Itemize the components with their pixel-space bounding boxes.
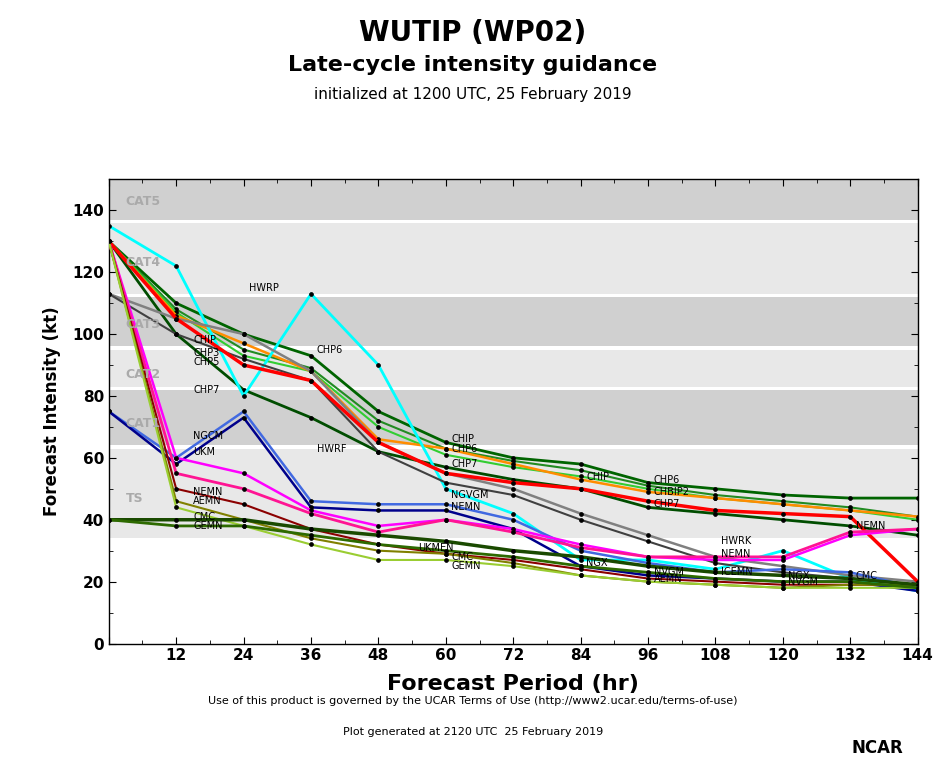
Text: CMC: CMC [451, 552, 473, 562]
Text: NGVGM: NGVGM [451, 490, 489, 500]
Text: CHP6: CHP6 [654, 474, 680, 484]
Text: initialized at 1200 UTC, 25 February 2019: initialized at 1200 UTC, 25 February 201… [314, 87, 632, 102]
Text: CHIP: CHIP [451, 434, 475, 445]
Text: AEMN: AEMN [654, 573, 682, 583]
Bar [109, 223, 918, 294]
Text: NEMN: NEMN [721, 549, 750, 558]
Text: HWRF: HWRF [317, 444, 346, 454]
Text: ICEMN: ICEMN [721, 567, 753, 577]
Text: NGX: NGX [587, 558, 607, 568]
Text: NEMN: NEMN [451, 502, 481, 512]
Text: TS: TS [126, 491, 143, 505]
X-axis label: Forecast Period (hr): Forecast Period (hr) [387, 675, 639, 694]
Text: AEMN: AEMN [193, 496, 221, 506]
Text: Plot generated at 2120 UTC  25 February 2019: Plot generated at 2120 UTC 25 February 2… [342, 727, 604, 737]
Text: CMC: CMC [193, 512, 215, 522]
Text: WUTIP (WP02): WUTIP (WP02) [359, 20, 587, 48]
Text: CHIP: CHIP [587, 472, 609, 481]
Bar [109, 349, 918, 387]
Text: Late-cycle intensity guidance: Late-cycle intensity guidance [289, 55, 657, 75]
Bar [109, 390, 918, 445]
Text: NGCM: NGCM [193, 431, 223, 441]
Y-axis label: Forecast Intensity (kt): Forecast Intensity (kt) [43, 307, 61, 516]
Text: HWRK: HWRK [721, 537, 751, 547]
Text: CHP6: CHP6 [317, 345, 342, 355]
Bar [109, 448, 918, 538]
Text: CAT3: CAT3 [126, 318, 161, 331]
Text: GEMN: GEMN [193, 521, 222, 531]
Text: CMC: CMC [856, 570, 878, 580]
Text: CAT4: CAT4 [126, 257, 161, 269]
Text: CHBIP2: CHBIP2 [654, 487, 690, 497]
Text: CHP7: CHP7 [451, 459, 478, 469]
Text: CAT5: CAT5 [126, 194, 161, 207]
Text: CHP6: CHP6 [451, 444, 478, 454]
Text: NCAR: NCAR [851, 739, 903, 757]
Text: CHP5: CHP5 [193, 357, 219, 367]
Text: NGX: NGX [788, 570, 810, 580]
Text: GEMN: GEMN [451, 562, 481, 571]
Text: CHP7: CHP7 [654, 499, 680, 509]
Text: CHIP: CHIP [193, 335, 216, 346]
Text: Use of this product is governed by the UCAR Terms of Use (http://www2.ucar.edu/t: Use of this product is governed by the U… [208, 696, 738, 706]
Text: CAT2: CAT2 [126, 368, 161, 381]
Bar [109, 179, 918, 220]
Text: NEMN: NEMN [856, 521, 885, 531]
Text: CHP7: CHP7 [193, 385, 219, 395]
Text: NVGM: NVGM [654, 567, 684, 577]
Text: CHP3: CHP3 [193, 348, 219, 358]
Bar [109, 297, 918, 346]
Text: CAT1: CAT1 [126, 417, 161, 431]
Text: HWRP: HWRP [249, 283, 279, 292]
Text: UKMEN: UKMEN [418, 543, 453, 553]
Text: NVGM: NVGM [788, 576, 818, 587]
Text: NEMN: NEMN [193, 487, 222, 497]
Text: UKM: UKM [193, 447, 215, 457]
